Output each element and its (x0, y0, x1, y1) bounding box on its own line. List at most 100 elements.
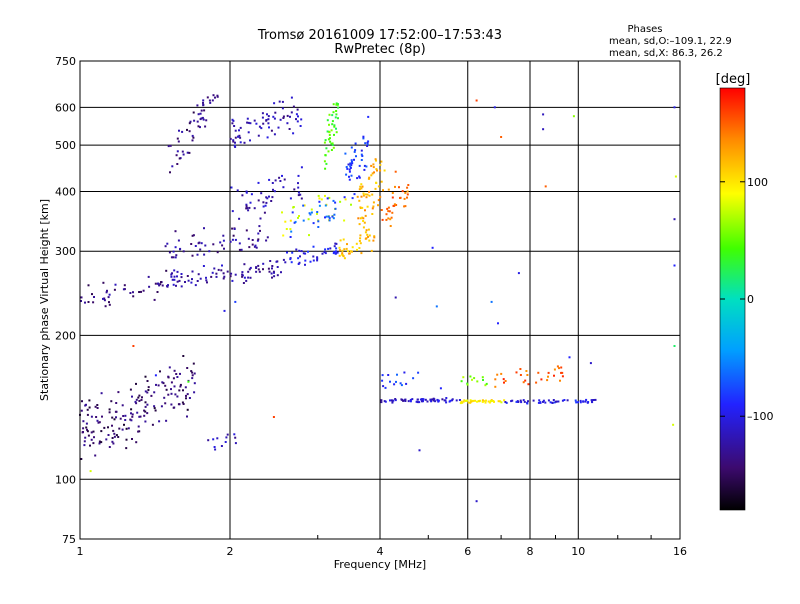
echo-point (374, 158, 377, 161)
echo-point (377, 204, 379, 207)
echo-point (297, 115, 299, 118)
echo-point (484, 401, 487, 404)
echo-point (365, 196, 368, 199)
echo-point (282, 117, 285, 119)
echo-point (175, 254, 178, 257)
echo-point (135, 402, 138, 405)
echo-point (353, 150, 356, 153)
echo-point (231, 122, 234, 125)
echo-point (272, 270, 275, 273)
echo-point (394, 185, 396, 188)
colorbar-ticks: –100 0 100 (720, 176, 774, 423)
echo-point (404, 398, 407, 401)
echo-point (111, 437, 114, 439)
echo-point (281, 211, 283, 214)
echo-point (348, 178, 351, 181)
echo-point (190, 370, 193, 373)
echo-point (542, 399, 545, 402)
echo-point (418, 401, 421, 404)
echo-point (256, 239, 259, 242)
echo-point (170, 392, 173, 395)
echo-point (105, 438, 108, 441)
echo-point (355, 242, 358, 245)
echo-point (122, 288, 125, 291)
echo-point (191, 234, 194, 237)
echo-point (361, 206, 364, 209)
echo-point (441, 398, 444, 401)
echo-point (525, 370, 528, 372)
echo-point (94, 405, 97, 408)
echo-point (485, 382, 488, 385)
echo-point (111, 424, 113, 427)
echo-point (144, 390, 147, 393)
echo-point (212, 438, 215, 441)
echo-point (199, 248, 202, 251)
echo-point (191, 278, 193, 281)
echo-point (358, 247, 361, 249)
echo-point (117, 391, 120, 394)
echo-point (338, 254, 341, 257)
echo-point (547, 371, 550, 374)
echo-point (356, 248, 358, 251)
echo-point (377, 185, 380, 188)
echo-point (481, 376, 484, 379)
echo-point (359, 242, 362, 245)
echo-point (345, 247, 348, 250)
echo-point (462, 400, 465, 403)
echo-point (207, 439, 210, 442)
echo-point (174, 256, 177, 259)
echo-point (85, 422, 88, 425)
echo-point (418, 449, 421, 452)
echo-point (269, 260, 272, 262)
echo-point (125, 427, 128, 430)
echo-point (324, 194, 326, 197)
echo-point (502, 378, 505, 381)
echo-point (527, 383, 530, 386)
echo-point (274, 111, 277, 114)
echo-point (341, 252, 344, 255)
echo-point (357, 217, 360, 220)
echo-point (365, 165, 368, 168)
echo-point (268, 126, 270, 129)
echo-point (358, 223, 361, 226)
echo-point (271, 265, 274, 267)
echo-point (326, 130, 329, 133)
echo-point (490, 300, 493, 303)
echo-point (291, 251, 294, 254)
echo-point (547, 375, 549, 378)
echo-point (673, 106, 676, 109)
echo-point (331, 144, 334, 146)
echo-point (270, 272, 273, 275)
echo-point (373, 236, 376, 239)
echo-point (83, 440, 86, 443)
echo-point (295, 113, 298, 116)
echo-point (103, 297, 106, 300)
echo-point (362, 217, 365, 220)
echo-point (131, 395, 133, 398)
echo-point (129, 418, 132, 421)
echo-point (351, 162, 354, 165)
echo-point (192, 362, 195, 365)
echo-point (123, 423, 125, 426)
echo-point (164, 245, 167, 248)
echo-point (114, 283, 117, 286)
echo-point (390, 216, 393, 219)
echo-point (92, 301, 95, 304)
echo-point (358, 240, 361, 242)
echo-point (379, 163, 382, 166)
x-tick-label: 4 (377, 545, 384, 558)
echo-point (561, 375, 564, 378)
echo-point (130, 412, 132, 415)
echo-point (361, 216, 364, 219)
echo-point (522, 381, 525, 384)
echo-point (535, 381, 538, 384)
echo-point (90, 438, 93, 441)
echo-point (251, 243, 254, 246)
chart-title: Tromsø 20161009 17:52:00–17:53:43 (257, 28, 502, 43)
x-tick-label: 8 (527, 545, 534, 558)
echo-point (297, 174, 300, 177)
echo-point (316, 257, 319, 260)
echo-point (199, 118, 202, 121)
